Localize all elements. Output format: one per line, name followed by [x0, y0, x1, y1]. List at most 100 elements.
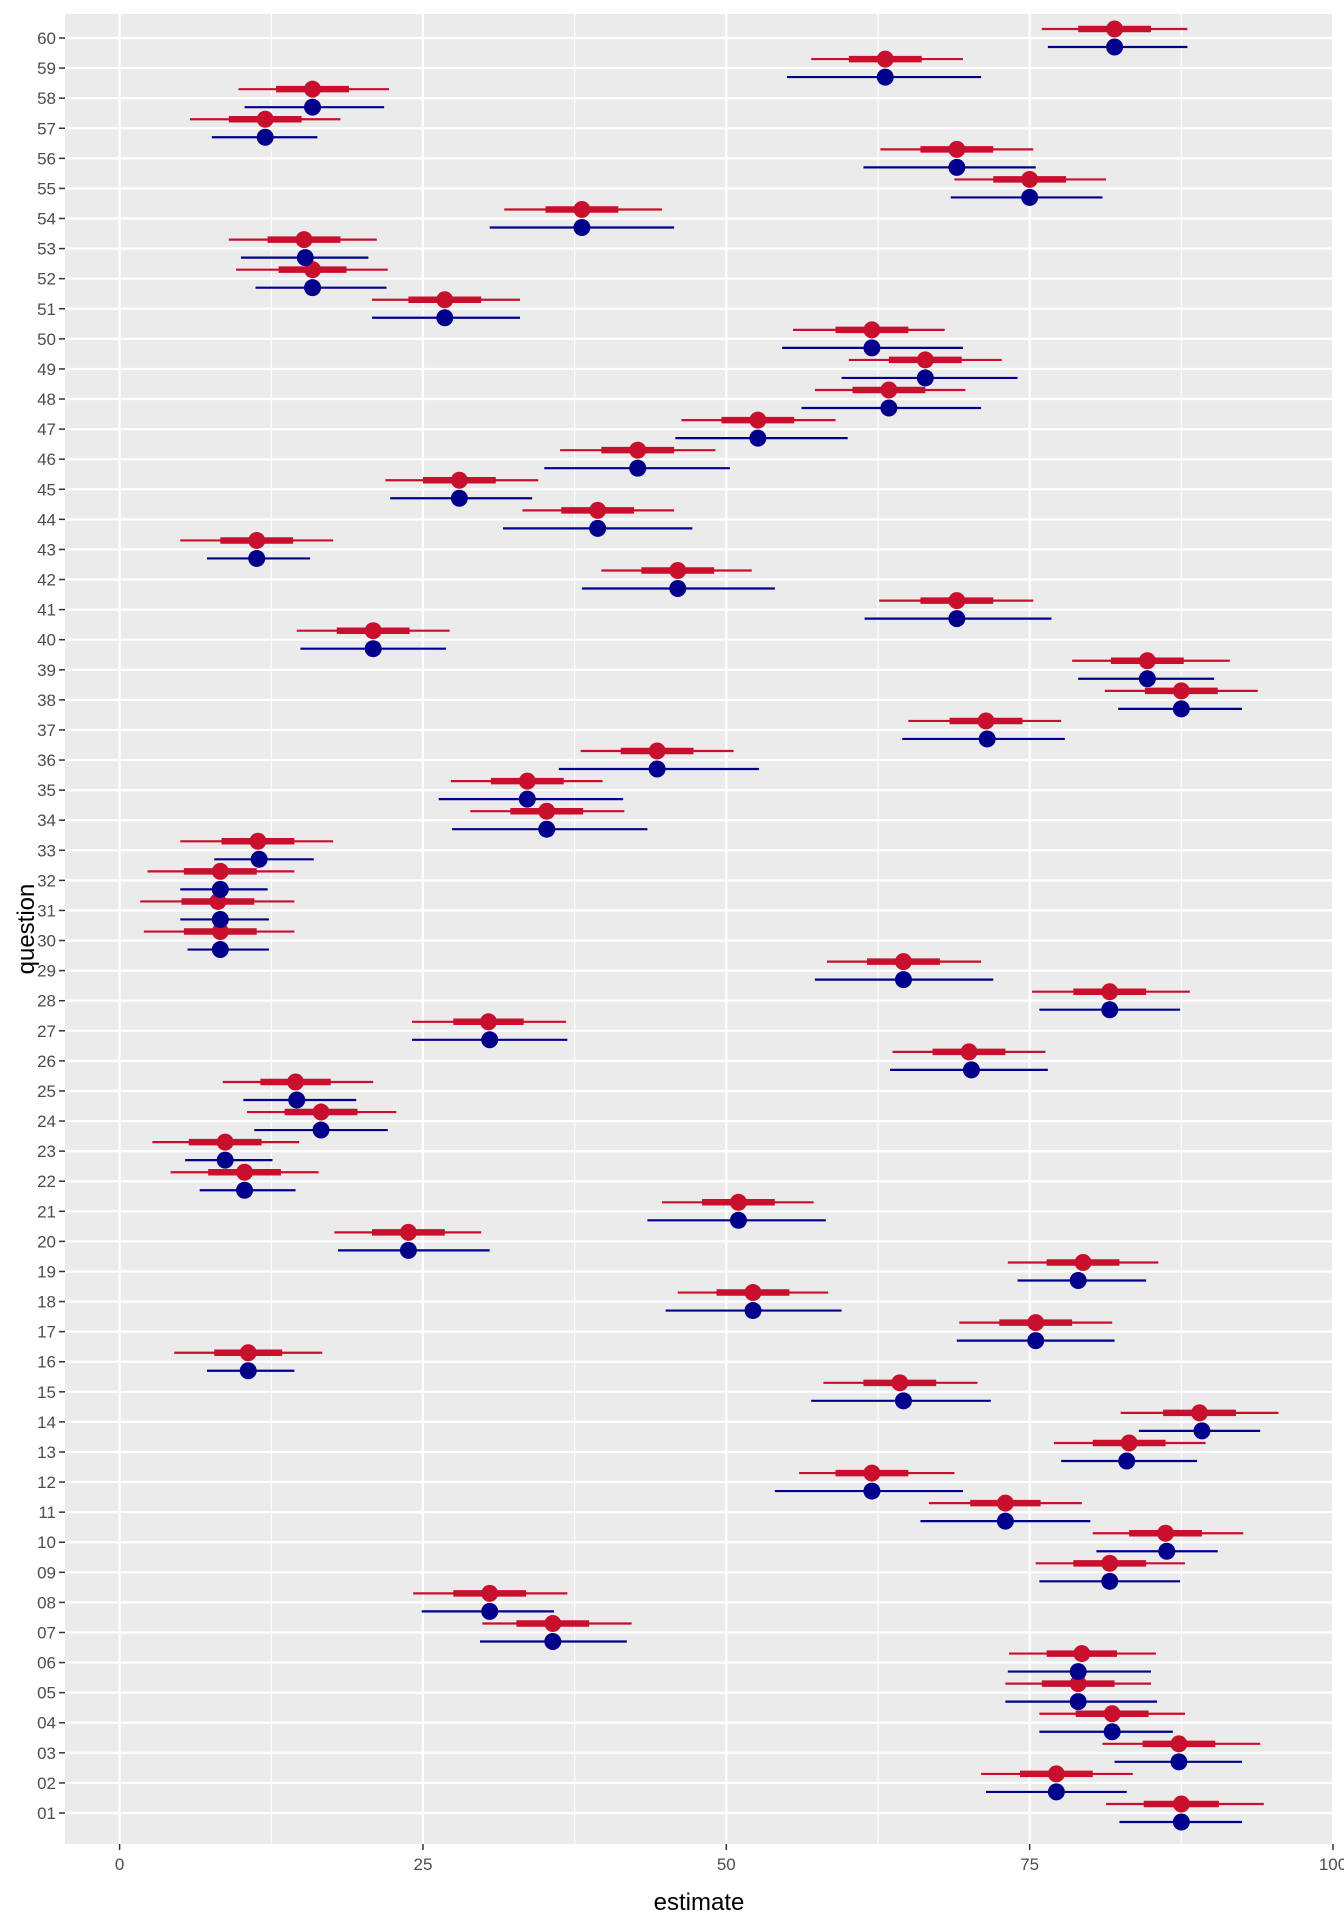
blue-point-35 [518, 790, 536, 808]
y-tick-label: 06 [37, 1654, 56, 1673]
y-tick-label: 41 [37, 601, 56, 620]
y-tick-label: 19 [37, 1262, 56, 1281]
red-point-49 [916, 351, 934, 369]
blue-point-31 [211, 910, 229, 928]
blue-point-16 [239, 1362, 257, 1380]
blue-point-09 [1101, 1572, 1119, 1590]
y-tick-label: 40 [37, 631, 56, 650]
blue-point-15 [894, 1392, 912, 1410]
blue-point-52 [304, 279, 322, 297]
red-point-60 [1106, 20, 1124, 38]
blue-point-06 [1069, 1663, 1087, 1681]
blue-point-58 [304, 98, 322, 116]
red-point-42 [669, 562, 687, 580]
red-point-13 [1120, 1434, 1138, 1452]
x-axis-title: estimate [654, 1889, 745, 1916]
x-tick-label: 50 [717, 1855, 736, 1874]
red-point-19 [1074, 1253, 1092, 1271]
y-tick-label: 46 [37, 450, 56, 469]
y-tick-label: 17 [37, 1323, 56, 1342]
blue-point-11 [996, 1512, 1014, 1530]
y-tick-label: 32 [37, 871, 56, 890]
y-tick-label: 33 [37, 841, 56, 860]
y-tick-label: 16 [37, 1353, 56, 1372]
blue-point-27 [481, 1031, 499, 1049]
red-point-27 [479, 1013, 497, 1031]
y-tick-label: 43 [37, 540, 56, 559]
red-point-34 [538, 802, 556, 820]
red-point-58 [304, 80, 322, 98]
blue-point-45 [450, 489, 468, 507]
y-tick-label: 08 [37, 1593, 56, 1612]
red-point-20 [399, 1223, 417, 1241]
blue-point-10 [1158, 1542, 1176, 1560]
blue-point-23 [216, 1151, 234, 1169]
red-point-47 [749, 411, 767, 429]
red-point-29 [894, 953, 912, 971]
red-point-36 [648, 742, 666, 760]
blue-point-41 [948, 610, 966, 628]
y-tick-label: 53 [37, 240, 56, 259]
y-tick-label: 29 [37, 962, 56, 981]
red-point-25 [287, 1073, 305, 1091]
blue-point-01 [1172, 1813, 1190, 1831]
blue-point-32 [211, 880, 229, 898]
y-tick-label: 44 [37, 510, 56, 529]
y-tick-label: 10 [37, 1533, 56, 1552]
red-point-50 [863, 321, 881, 339]
red-point-04 [1103, 1705, 1121, 1723]
blue-point-53 [296, 249, 314, 267]
blue-point-57 [256, 128, 274, 146]
y-tick-label: 51 [37, 300, 56, 319]
red-point-26 [960, 1043, 978, 1061]
blue-point-26 [962, 1061, 980, 1079]
y-tick-label: 56 [37, 149, 56, 168]
y-tick-label: 26 [37, 1052, 56, 1071]
red-point-02 [1047, 1765, 1065, 1783]
red-point-55 [1021, 170, 1039, 188]
x-tick-label: 25 [413, 1855, 432, 1874]
y-tick-label: 07 [37, 1623, 56, 1642]
red-point-48 [880, 381, 898, 399]
red-point-32 [211, 862, 229, 880]
red-point-37 [977, 712, 995, 730]
plot-panel [65, 14, 1333, 1844]
y-tick-label: 42 [37, 571, 56, 590]
y-tick-label: 22 [37, 1172, 56, 1191]
red-point-46 [629, 441, 647, 459]
x-tick-label: 0 [115, 1855, 124, 1874]
y-tick-label: 11 [38, 1503, 56, 1522]
y-tick-label: 49 [37, 360, 56, 379]
x-axis: 0 25 50 75 100 [115, 1844, 1344, 1874]
red-point-28 [1101, 983, 1119, 1001]
red-point-44 [589, 501, 607, 519]
red-point-38 [1172, 682, 1190, 700]
y-tick-label: 31 [37, 901, 56, 920]
red-point-18 [744, 1284, 762, 1302]
blue-point-56 [948, 158, 966, 176]
y-tick-label: 35 [37, 781, 56, 800]
blue-point-40 [364, 640, 382, 658]
red-point-24 [312, 1103, 330, 1121]
red-point-39 [1138, 652, 1156, 670]
blue-point-36 [648, 760, 666, 778]
y-tick-label: 24 [37, 1112, 56, 1131]
y-tick-label: 04 [37, 1714, 56, 1733]
blue-point-49 [916, 369, 934, 387]
blue-point-18 [744, 1302, 762, 1320]
blue-point-51 [436, 309, 454, 327]
y-tick-label: 25 [37, 1082, 56, 1101]
y-axis-title: question [13, 884, 40, 975]
y-tick-label: 02 [37, 1774, 56, 1793]
blue-point-47 [749, 429, 767, 447]
major-gridlines [65, 14, 1335, 1844]
y-tick-label: 60 [37, 29, 56, 48]
red-point-21 [729, 1193, 747, 1211]
y-tick-label: 14 [37, 1413, 56, 1432]
red-point-01 [1172, 1795, 1190, 1813]
x-tick-label: 100 [1319, 1855, 1344, 1874]
red-point-56 [948, 140, 966, 158]
y-tick-label: 57 [37, 119, 56, 138]
y-tick-label: 13 [37, 1443, 56, 1462]
